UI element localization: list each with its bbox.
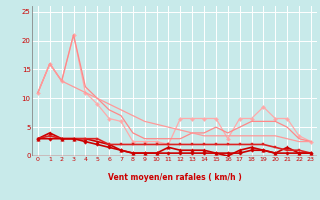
X-axis label: Vent moyen/en rafales ( km/h ): Vent moyen/en rafales ( km/h ) [108, 174, 241, 182]
